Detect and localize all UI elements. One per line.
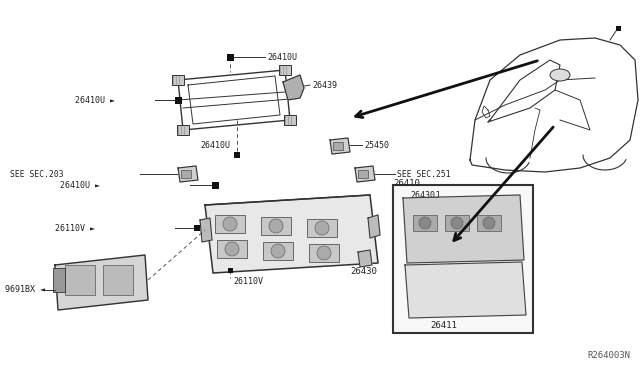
Polygon shape [355,166,375,182]
Circle shape [271,244,285,258]
Bar [616,26,621,31]
Polygon shape [358,250,372,267]
Bar [358,170,368,178]
Circle shape [225,242,239,256]
Bar [217,240,247,258]
Bar [309,244,339,262]
Bar [194,225,200,231]
Polygon shape [205,195,378,273]
Bar [53,268,65,292]
Text: 26410U: 26410U [200,141,230,150]
Bar [227,267,232,273]
Text: 26410U ►: 26410U ► [75,96,115,105]
Bar [263,242,293,260]
Circle shape [419,217,431,229]
Text: 25450: 25450 [364,141,389,150]
Polygon shape [405,262,526,318]
Text: SEE SEC.203: SEE SEC.203 [10,170,63,179]
Ellipse shape [550,69,570,81]
Polygon shape [283,75,304,100]
Bar [175,96,182,103]
Text: R264003N: R264003N [587,351,630,360]
Bar [215,215,245,233]
Circle shape [451,217,463,229]
Text: 26110V: 26110V [233,278,263,286]
Bar [333,142,343,150]
Text: 26411: 26411 [430,321,457,330]
Text: 26430: 26430 [350,267,377,276]
Polygon shape [368,215,380,238]
Polygon shape [330,138,350,154]
Bar [413,215,437,231]
Text: 26410U: 26410U [267,52,297,61]
Polygon shape [178,166,198,182]
Circle shape [223,217,237,231]
Bar [477,215,501,231]
Text: 26110V ►: 26110V ► [55,224,95,232]
Text: 26410: 26410 [393,179,420,187]
Bar [393,185,533,333]
Circle shape [315,221,329,235]
Circle shape [317,246,331,260]
Bar [261,217,291,235]
Circle shape [269,219,283,233]
Circle shape [483,217,495,229]
Bar [227,54,234,61]
Text: 26410U ►: 26410U ► [60,180,100,189]
Bar [181,170,191,178]
Bar [103,265,133,295]
Bar [445,215,469,231]
Polygon shape [200,218,212,242]
Text: 26439: 26439 [312,80,337,90]
Bar [65,265,95,295]
Bar [284,115,296,125]
Text: 9691BX ◄: 9691BX ◄ [5,285,45,295]
Polygon shape [403,195,524,263]
Bar [307,219,337,237]
Bar [279,65,291,75]
Polygon shape [55,255,148,310]
Text: SEE SEC.251: SEE SEC.251 [397,170,451,179]
Bar [177,125,189,135]
Bar [172,75,184,85]
Bar [211,182,218,189]
Bar [234,152,240,158]
Text: 26430J: 26430J [410,190,440,199]
